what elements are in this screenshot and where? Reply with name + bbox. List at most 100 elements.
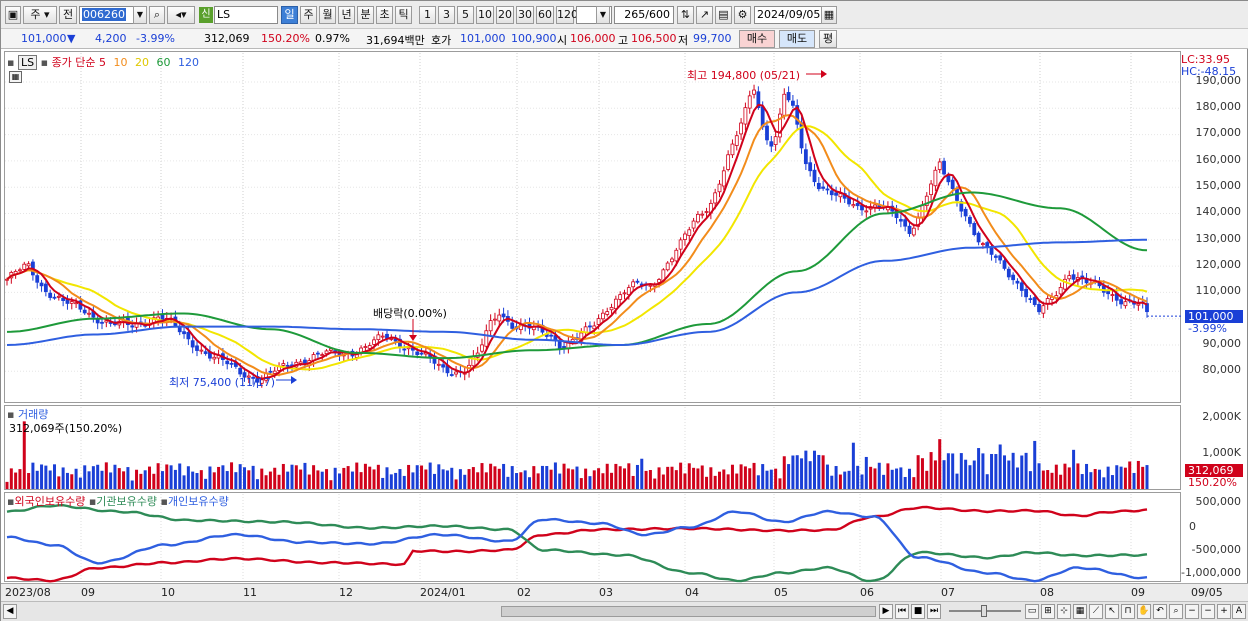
ytick-120000: 120,000 [1195, 258, 1242, 271]
zoom-slider-handle[interactable] [981, 605, 987, 617]
volume-bar [294, 465, 298, 489]
chart-scrollbar[interactable]: ◀ ▶ ⏮ ■ ⏭ ▭ ⊞ ⊹ ▦ ⟋ ↖ ⊓ ✋ ↶ ⌕ − − + A [1, 601, 1248, 621]
search-icon[interactable]: ⌕ [149, 6, 165, 24]
volume-bar [74, 468, 78, 489]
code-dropdown-button[interactable]: ▼ [133, 6, 147, 24]
avg-button[interactable]: 평 [819, 30, 837, 48]
window-icon[interactable]: ▣ [5, 6, 21, 24]
pan-icon[interactable]: ⊹ [1057, 604, 1071, 619]
change-percent: -3.99% [136, 32, 175, 45]
ytick-140000: 140,000 [1195, 205, 1242, 218]
volume-bar [674, 470, 678, 489]
table-icon[interactable]: ▦ [9, 71, 22, 83]
volume-bar [515, 473, 519, 489]
fit-icon[interactable]: ⊞ [1041, 604, 1055, 619]
interval-120[interactable]: 120 [556, 6, 578, 24]
sound-icon[interactable]: ◂▾ [167, 6, 195, 24]
interval-3[interactable]: 3 [438, 6, 455, 24]
period-tick[interactable]: 틱 [395, 6, 412, 24]
period-second[interactable]: 초 [376, 6, 393, 24]
low-arrow-head [291, 376, 297, 384]
volume-bar [696, 468, 700, 489]
interval-20[interactable]: 20 [496, 6, 514, 24]
hand-icon[interactable]: ✋ [1137, 604, 1151, 619]
cursor-icon[interactable]: ↖ [1105, 604, 1119, 619]
sell-button[interactable]: 매도 [779, 30, 815, 48]
xtick-06: 06 [860, 586, 874, 599]
volume-bar [316, 470, 320, 489]
low-annotation: 최저 75,400 (11/17) [169, 376, 276, 389]
period-year[interactable]: 년 [338, 6, 355, 24]
interval-dropdown-button[interactable]: ▼ [596, 6, 610, 24]
volume-bar [415, 465, 419, 489]
volume-bar [420, 465, 424, 489]
gear-icon[interactable]: ⚙ [734, 6, 751, 24]
volume-bar [575, 466, 579, 489]
volume-bar [925, 470, 929, 489]
zoom-out-button[interactable]: − [1185, 604, 1199, 619]
volume-bar [484, 472, 488, 489]
minus-button[interactable]: − [1201, 604, 1215, 619]
interval-5[interactable]: 5 [457, 6, 474, 24]
stop-button[interactable]: ■ [911, 604, 925, 619]
volume-bar [234, 472, 238, 489]
candle-body [182, 331, 186, 335]
indicator-icon[interactable]: ↗ [696, 6, 713, 24]
volume-bar [929, 452, 933, 489]
candle-body [700, 213, 705, 216]
buy-button[interactable]: 매수 [739, 30, 775, 48]
candle-body [74, 302, 78, 305]
period-day[interactable]: 일 [281, 6, 298, 24]
volume-bar [1115, 465, 1119, 489]
chart-canvas[interactable] [1, 1, 1181, 583]
trade-amount: 31,694백만 [366, 34, 425, 47]
stock-code-input[interactable]: 006260 [79, 6, 147, 24]
date-field[interactable]: 2024/09/05 [754, 6, 822, 24]
stock-name-field[interactable]: LS [214, 6, 278, 24]
scroll-begin-button[interactable]: ⏮ [895, 604, 909, 619]
type-select[interactable]: 주 ▾ [23, 6, 57, 24]
volume-bar [951, 453, 955, 489]
foreign-series-label: 외국인보유수량 [14, 495, 86, 508]
magnet-icon[interactable]: ⊓ [1121, 604, 1135, 619]
scroll-right-button[interactable]: ▶ [879, 604, 893, 619]
volume-bar [165, 464, 169, 489]
text-size-button[interactable]: A [1232, 604, 1246, 619]
scroll-left-button[interactable]: ◀ [3, 604, 17, 619]
zoom-in-button[interactable]: + [1217, 604, 1231, 619]
zoom-icon[interactable]: ⌕ [1169, 604, 1183, 619]
volume-bar [847, 470, 851, 489]
volume-bar [722, 469, 726, 489]
price-pane[interactable] [4, 51, 1181, 403]
prev-button[interactable]: 전 [59, 6, 77, 24]
scroll-end-button[interactable]: ⏭ [927, 604, 941, 619]
count-field[interactable]: 265/600 [614, 6, 674, 24]
volume-pane[interactable] [4, 405, 1181, 490]
candle-body [734, 135, 739, 146]
scroll-thumb[interactable] [501, 606, 876, 617]
compare-icon[interactable]: ⇅ [677, 6, 694, 24]
period-minute[interactable]: 분 [357, 6, 374, 24]
volume-bar [774, 468, 778, 489]
period-month[interactable]: 월 [319, 6, 336, 24]
volume-bar [851, 442, 855, 489]
undo-icon[interactable]: ↶ [1153, 604, 1167, 619]
interval-30[interactable]: 30 [516, 6, 534, 24]
volume-bar [752, 462, 756, 489]
interval-1[interactable]: 1 [419, 6, 436, 24]
crosshair-icon[interactable]: ▭ [1025, 604, 1039, 619]
period-week[interactable]: 주 [300, 6, 317, 24]
grid-icon[interactable]: ▦ [1073, 604, 1087, 619]
investor-pane[interactable] [4, 492, 1181, 582]
calendar-icon[interactable]: ▦ [821, 6, 837, 24]
save-icon[interactable]: ▤ [715, 6, 732, 24]
draw-icon[interactable]: ⟋ [1089, 604, 1103, 619]
interval-10[interactable]: 10 [476, 6, 494, 24]
candle-body [238, 367, 243, 375]
candle-body [61, 297, 66, 301]
interval-60[interactable]: 60 [536, 6, 554, 24]
volume-bar [614, 463, 618, 489]
candle-body [739, 122, 743, 135]
legend-ticker[interactable]: LS [17, 55, 38, 70]
candle-body [929, 183, 933, 196]
